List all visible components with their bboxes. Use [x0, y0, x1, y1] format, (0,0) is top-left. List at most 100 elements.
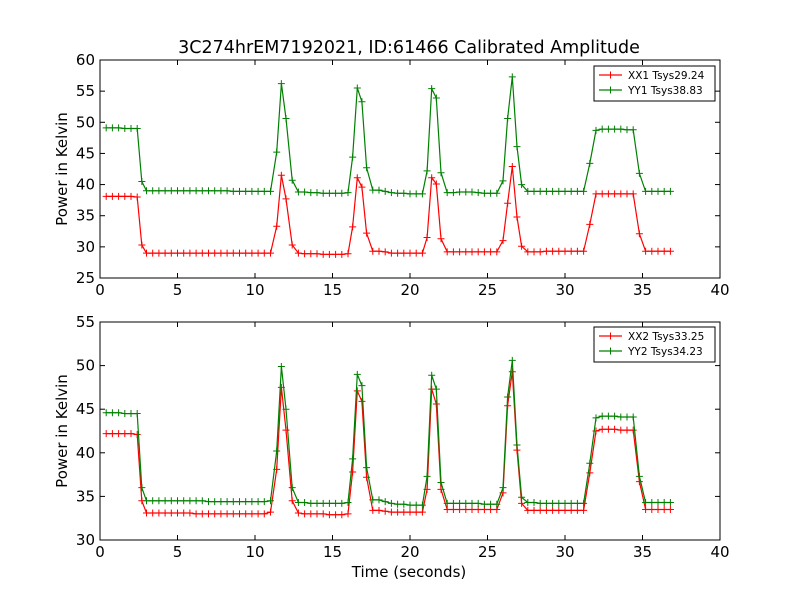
data-point-marker — [143, 249, 150, 257]
data-point-marker — [161, 509, 169, 517]
data-point-marker — [115, 430, 123, 438]
data-point-marker — [307, 510, 315, 518]
data-point-marker — [313, 189, 321, 197]
data-point-marker — [319, 189, 327, 197]
data-point-marker — [487, 189, 495, 197]
data-point-marker — [180, 249, 188, 257]
data-point-marker — [288, 176, 296, 184]
data-point-marker — [555, 187, 563, 195]
data-point-marker — [561, 506, 569, 514]
data-point-marker — [381, 248, 389, 256]
data-point-marker — [513, 441, 521, 449]
data-point-marker — [121, 410, 129, 418]
data-point-marker — [406, 190, 414, 198]
data-point-marker — [660, 247, 668, 255]
data-point-marker — [363, 229, 371, 237]
data-point-marker — [267, 497, 274, 505]
data-point-marker — [598, 425, 606, 433]
data-point-marker — [394, 249, 402, 257]
data-point-marker — [127, 125, 135, 133]
data-point-marker — [561, 247, 569, 255]
data-point-marker — [254, 510, 262, 518]
data-point-marker — [443, 499, 451, 507]
data-point-marker — [273, 148, 281, 156]
data-point-marker — [344, 499, 352, 507]
data-point-marker — [586, 459, 594, 467]
data-point-marker — [288, 484, 296, 492]
data-point-marker — [229, 249, 237, 257]
data-point-marker — [642, 187, 650, 195]
data-point-marker — [267, 508, 274, 516]
data-point-marker — [143, 187, 150, 195]
data-point-marker — [654, 187, 662, 195]
data-point-marker — [344, 250, 352, 258]
data-point-marker — [161, 497, 169, 505]
data-point-marker — [229, 187, 237, 195]
x-tick-label: 25 — [478, 281, 497, 299]
data-point-marker — [567, 499, 575, 507]
data-point-marker — [623, 426, 631, 434]
data-point-marker — [400, 500, 408, 508]
data-point-marker — [443, 505, 451, 513]
data-point-marker — [549, 499, 557, 507]
data-point-marker — [518, 499, 526, 507]
data-point-marker — [567, 187, 575, 195]
data-point-marker — [353, 84, 361, 92]
data-point-marker — [319, 510, 327, 518]
legend-marker — [607, 347, 614, 355]
data-point-marker — [418, 508, 426, 516]
data-point-marker — [138, 177, 146, 185]
data-point-marker — [400, 189, 408, 197]
data-point-marker — [301, 250, 309, 258]
data-point-marker — [273, 447, 281, 455]
data-point-marker — [504, 115, 512, 123]
data-point-marker — [449, 499, 457, 507]
data-point-marker — [349, 455, 357, 463]
data-point-marker — [660, 505, 668, 513]
data-point-marker — [133, 193, 141, 201]
chart-title: 3C274hrEM7192021, ID:61466 Calibrated Am… — [178, 38, 640, 58]
data-point-marker — [102, 192, 110, 200]
data-point-marker — [133, 125, 141, 133]
x-tick-label: 10 — [245, 543, 264, 561]
data-point-marker — [149, 509, 157, 517]
y-tick-label: 40 — [76, 176, 95, 194]
data-point-marker — [462, 248, 470, 256]
data-point-marker — [536, 187, 544, 195]
data-point-marker — [282, 405, 290, 413]
data-point-marker — [432, 94, 440, 102]
data-point-marker — [468, 188, 476, 196]
data-point-marker — [349, 223, 357, 231]
data-point-marker — [344, 189, 352, 197]
data-point-marker — [375, 506, 383, 514]
data-point-marker — [508, 163, 516, 171]
data-point-marker — [325, 511, 333, 519]
data-point-marker — [358, 98, 366, 106]
data-point-marker — [530, 248, 538, 256]
data-point-marker — [561, 187, 569, 195]
legend-box — [593, 65, 716, 102]
data-point-marker — [480, 189, 488, 197]
data-point-marker — [642, 505, 650, 513]
data-point-marker — [242, 187, 250, 195]
data-point-marker — [480, 500, 488, 508]
data-point-marker — [524, 187, 532, 195]
data-point-marker — [423, 167, 431, 175]
data-point-marker — [513, 213, 521, 221]
data-point-marker — [542, 187, 550, 195]
data-point-marker — [205, 187, 212, 195]
data-point-marker — [375, 186, 383, 194]
y-tick-label: 30 — [76, 238, 95, 256]
data-point-marker — [121, 430, 129, 438]
data-point-marker — [468, 499, 476, 507]
x-tick-label: 30 — [555, 281, 574, 299]
data-point-marker — [223, 187, 231, 195]
data-point-marker — [493, 248, 501, 256]
data-point-marker — [406, 501, 414, 509]
data-point-marker — [629, 126, 637, 134]
data-point-marker — [277, 362, 285, 370]
data-point-marker — [567, 247, 575, 255]
data-point-marker — [474, 248, 482, 256]
data-point-marker — [437, 235, 445, 243]
data-point-marker — [573, 499, 581, 507]
